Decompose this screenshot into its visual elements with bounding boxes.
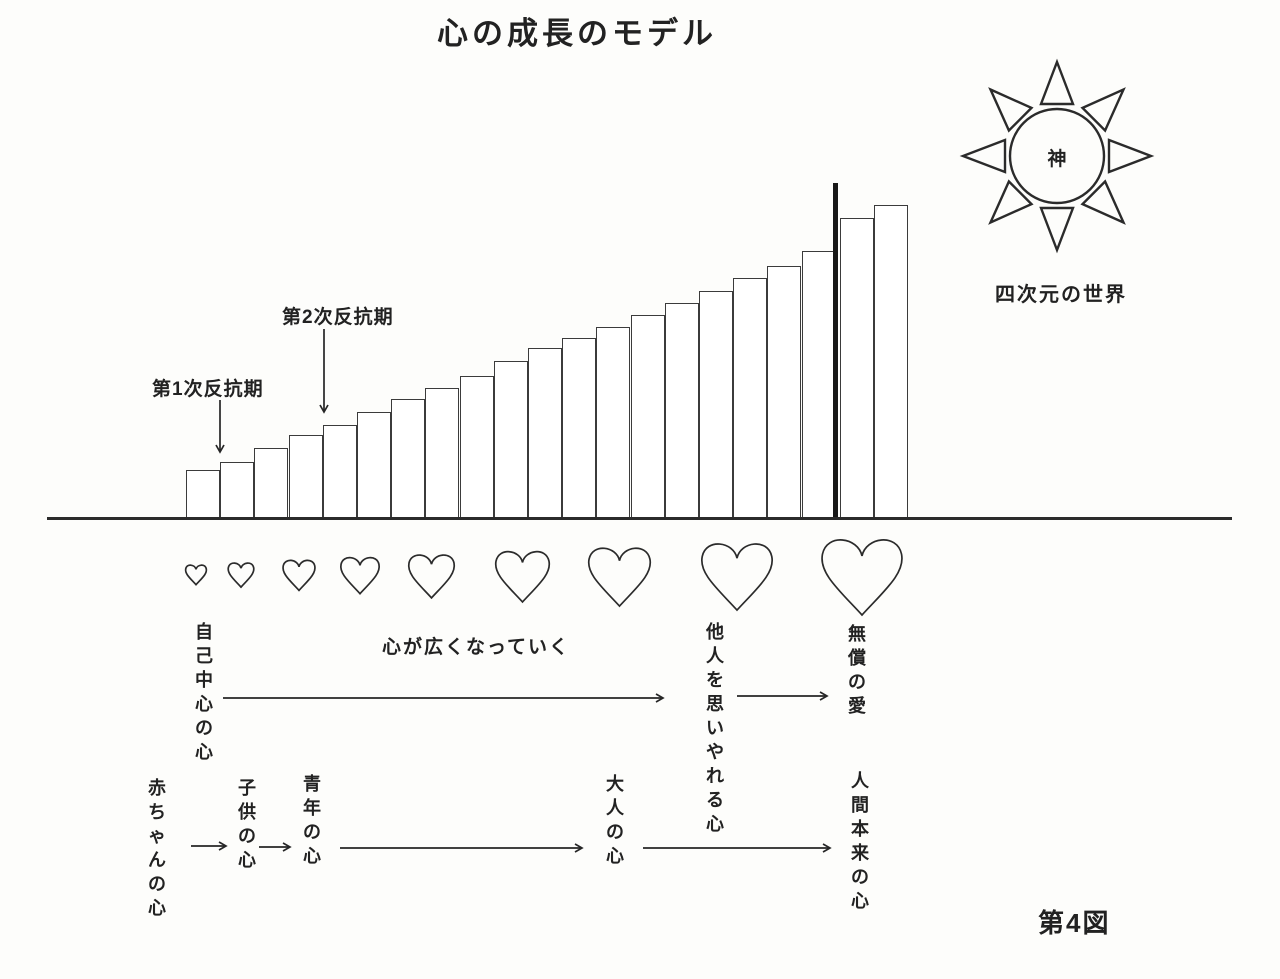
growth-bar xyxy=(391,399,425,519)
heart-icon xyxy=(403,546,460,603)
heart-icon xyxy=(279,554,319,594)
sun-ray-icon xyxy=(1080,87,1126,133)
growth-bar xyxy=(596,327,630,519)
growth-bar xyxy=(220,462,254,519)
sun-ray-icon xyxy=(959,138,1007,174)
figure-number: 第4図 xyxy=(1038,908,1111,938)
growth-bar xyxy=(425,388,459,519)
growth-bar xyxy=(699,291,733,519)
heart-icon xyxy=(812,524,912,624)
sun-ray-icon xyxy=(1080,179,1126,225)
heart-icon xyxy=(693,530,781,618)
growth-bar xyxy=(357,412,391,519)
label-unconditional-love: 無 償 の 愛 xyxy=(848,624,866,716)
growth-bar xyxy=(494,361,528,519)
heart-icon xyxy=(225,558,257,590)
sun-ray-icon xyxy=(1107,138,1155,174)
growth-bar xyxy=(289,435,323,519)
ground-line xyxy=(47,517,1232,520)
heart-icon xyxy=(183,561,209,587)
growth-bar xyxy=(528,348,562,519)
label-child-mind: 子 供 の 心 xyxy=(238,778,256,870)
label-self-centered-mind: 自 己 中 心 の 心 xyxy=(195,622,213,762)
sun-circle xyxy=(1008,107,1106,205)
heart-icon xyxy=(581,536,658,613)
heart-icon xyxy=(336,550,384,598)
growth-bar xyxy=(323,425,357,519)
sun-ray-icon xyxy=(988,87,1034,133)
growth-bar xyxy=(631,315,665,519)
annotation-second-rebellion: 第2次反抗期 xyxy=(282,307,394,328)
heart-icon xyxy=(489,541,556,608)
growth-bar xyxy=(767,266,801,519)
growth-bar xyxy=(460,376,494,519)
label-mind-widening: 心が広くなっていく xyxy=(382,637,571,658)
growth-bar xyxy=(840,218,874,519)
sun-ray-icon xyxy=(1039,58,1075,106)
sun-icon xyxy=(959,58,1155,254)
sun-ray-icon xyxy=(988,179,1034,225)
growth-bar xyxy=(186,470,220,519)
growth-bar xyxy=(802,251,836,519)
annotation-first-rebellion: 第1次反抗期 xyxy=(152,379,264,400)
label-youth-mind: 青 年 の 心 xyxy=(303,774,321,866)
growth-bar xyxy=(665,303,699,519)
fourth-dimension-divider-line xyxy=(833,183,838,519)
sun-god-label: 神 xyxy=(1047,149,1067,170)
label-baby-mind: 赤 ち ゃ ん の 心 xyxy=(148,778,166,918)
sun-ray-icon xyxy=(1039,206,1075,254)
label-true-human-mind: 人 間 本 来 の 心 xyxy=(851,771,869,911)
growth-bar xyxy=(874,205,908,519)
growth-bar xyxy=(562,338,596,519)
page-title: 心の成長のモデル xyxy=(437,16,717,51)
label-adult-mind: 大 人 の 心 xyxy=(606,774,624,866)
growth-bar xyxy=(254,448,288,519)
label-caring-for-others-mind: 他 人 を 思 い や れ る 心 xyxy=(706,622,724,834)
sun-caption: 四次元の世界 xyxy=(995,284,1127,306)
growth-bar xyxy=(733,278,767,519)
